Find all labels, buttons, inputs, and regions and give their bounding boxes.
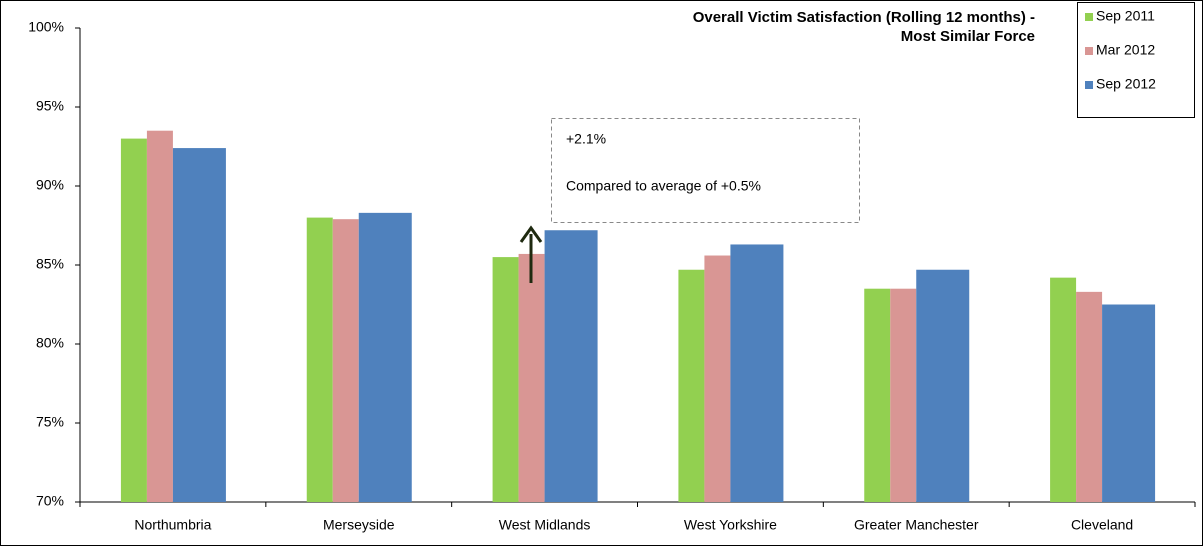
- chart-title: Overall Victim Satisfaction (Rolling 12 …: [693, 9, 1035, 26]
- bar: [172, 148, 226, 502]
- arrow-head: [519, 225, 543, 243]
- x-tick-label: Merseyside: [323, 517, 395, 533]
- bar: [678, 269, 705, 502]
- y-tick-label: 90%: [36, 177, 64, 193]
- annotation: +2.1%: [566, 131, 606, 147]
- y-tick-label: 100%: [28, 19, 64, 35]
- legend-label: Sep 2012: [1096, 76, 1156, 92]
- bar: [518, 253, 545, 502]
- legend-swatch: [1085, 13, 1093, 21]
- bar: [1050, 277, 1077, 502]
- x-tick-label: Cleveland: [1071, 517, 1133, 533]
- bar: [916, 269, 970, 502]
- y-tick-label: 85%: [36, 256, 64, 272]
- x-tick-label: Northumbria: [134, 517, 211, 533]
- annotation: Compared to average of +0.5%: [566, 178, 761, 194]
- bar: [544, 230, 598, 503]
- bar: [864, 288, 891, 502]
- annotation-box: [551, 118, 860, 223]
- legend-swatch: [1085, 47, 1093, 55]
- bar: [492, 257, 519, 502]
- bar: [890, 288, 917, 502]
- bar: [146, 130, 173, 502]
- chart-subtitle: Most Similar Force: [901, 28, 1035, 45]
- bar: [306, 217, 333, 502]
- x-tick-label: Greater Manchester: [854, 517, 979, 533]
- y-tick-label: 75%: [36, 414, 64, 430]
- bar: [120, 138, 147, 502]
- x-tick-label: West Yorkshire: [684, 517, 777, 533]
- bar: [704, 255, 731, 502]
- y-tick-label: 80%: [36, 335, 64, 351]
- y-tick-label: 95%: [36, 98, 64, 114]
- legend-label: Sep 2011: [1096, 8, 1155, 24]
- bar: [332, 219, 359, 502]
- y-tick-label: 70%: [36, 493, 64, 509]
- legend: [1077, 2, 1195, 118]
- bar: [1102, 304, 1156, 502]
- bar: [358, 212, 412, 503]
- bar: [730, 244, 784, 502]
- legend-label: Mar 2012: [1096, 42, 1155, 58]
- x-tick-label: West Midlands: [499, 517, 591, 533]
- bar: [1076, 291, 1103, 502]
- legend-swatch: [1085, 81, 1093, 89]
